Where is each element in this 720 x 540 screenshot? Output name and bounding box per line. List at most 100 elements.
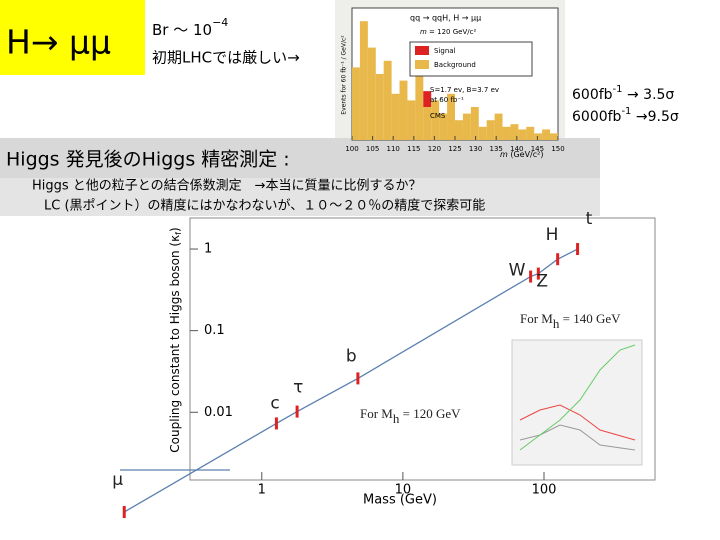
x-tick-label: 1 <box>258 483 266 498</box>
hist-bar <box>526 126 535 140</box>
hist-bar <box>375 74 384 140</box>
hist-tick-label: 150 <box>551 145 564 153</box>
hist-tick-label: 125 <box>448 145 461 153</box>
text-part: For M <box>360 406 393 421</box>
legend-label: Signal <box>434 47 456 55</box>
text-part: 600fb <box>572 87 613 103</box>
hist-bar <box>359 21 368 141</box>
hist-bar <box>407 100 416 140</box>
text-part: -1 <box>621 106 631 117</box>
coupling-point <box>295 405 299 418</box>
hist-tick-label: 130 <box>469 145 482 153</box>
text-part: f <box>174 232 183 235</box>
text-part: = 120 GeV <box>399 406 461 421</box>
section-title: Higgs 発見後のHiggs 精密測定 : <box>6 149 290 171</box>
hist-xlabel: m (GeV/c²) <box>500 150 543 159</box>
section-line: LC (黒ポイント）の精度にはかなわないが、１０～２０％の精度で探索可能 <box>44 198 485 214</box>
hist-process: qq → qqH, H → μμ <box>410 14 481 23</box>
hist-tick-label: 145 <box>531 145 544 153</box>
y-tick-label: 0.01 <box>204 405 233 420</box>
hist-bar <box>399 80 408 140</box>
hist-sb: S=1.7 ev, B=3.7 ev <box>430 86 499 94</box>
text-part: h <box>553 316 560 331</box>
text-part: -1 <box>613 84 623 95</box>
coupling-point <box>556 253 560 266</box>
hist-ylabel: Events for 60 fb⁻¹ / GeV/c² <box>341 35 348 115</box>
coupling-point <box>122 506 126 519</box>
x-axis-label: Mass (GeV) <box>363 493 437 508</box>
br-text: Br ～ 10−4 <box>152 16 228 39</box>
hist-bar-signal <box>423 91 432 107</box>
hist-bar <box>462 113 471 140</box>
hist-tick-label: 140 <box>510 145 523 153</box>
text-part: Coupling constant to Higgs boson (κ <box>168 235 182 453</box>
hist-bar <box>455 120 463 140</box>
inset-curve <box>519 344 636 451</box>
hist-tick-label: 120 <box>428 145 441 153</box>
y-axis-label: Coupling constant to Higgs boson (κf) <box>168 227 183 452</box>
hist-bar <box>367 47 376 140</box>
coupling-point <box>356 372 360 385</box>
y-tick-label: 1 <box>204 242 212 257</box>
hist-tick-label: 135 <box>490 145 503 153</box>
hist-bar <box>478 126 487 140</box>
hist-bar <box>550 133 558 140</box>
hist-bar <box>391 93 400 140</box>
text-part: m <box>420 28 427 36</box>
coupling-point <box>274 417 278 430</box>
hist-bar <box>352 67 360 140</box>
hist-mass: m = 120 GeV/c² <box>420 28 476 36</box>
text-part: h <box>393 411 400 426</box>
lumi-text: 600fb-1 → 3.5σ <box>572 84 674 103</box>
particle-label: Z <box>536 272 548 292</box>
text-part: = 120 GeV/c² <box>427 28 477 36</box>
hist-tick-label: 105 <box>366 145 379 153</box>
hist-bar <box>494 113 503 140</box>
legend-box <box>409 41 533 77</box>
hist-bar <box>423 107 432 140</box>
hist-bar <box>518 129 527 140</box>
mass-annotation: For Mh = 140 GeV <box>520 311 621 331</box>
legend-label: Background <box>434 61 476 69</box>
hist-bar <box>534 133 543 140</box>
hist-bar <box>470 107 479 140</box>
hist-bar <box>447 93 455 140</box>
x-tick-label: 10 <box>395 483 412 498</box>
text-part: (GeV/c²) <box>508 150 544 159</box>
hist-tick-label: 115 <box>407 145 420 153</box>
coupling-line <box>123 248 578 513</box>
particle-label: μ <box>112 470 123 490</box>
text-part: For M <box>520 311 553 326</box>
hist-exp: CMS <box>430 112 446 120</box>
hist-bar <box>502 126 511 140</box>
text-part: → 3.5σ <box>623 87 675 103</box>
slide-title: H→ μμ <box>6 23 111 62</box>
text-part: →9.5σ <box>631 109 678 125</box>
particle-label: H <box>546 225 559 245</box>
text-part: ) <box>168 227 182 232</box>
coupling-point <box>576 243 580 256</box>
y-tick-label: 0.1 <box>204 323 225 338</box>
plot-frame <box>189 217 656 481</box>
note-text: 初期LHCでは厳しい→ <box>152 49 300 67</box>
coupling-point <box>529 270 533 283</box>
hist-bar <box>415 74 424 140</box>
particle-label: τ <box>293 378 303 398</box>
section-line: Higgs と他の粒子との結合係数測定 →本当に質量に比例するか？ <box>32 179 422 194</box>
mass-annotation: For Mh = 120 GeV <box>360 406 461 426</box>
legend-swatch <box>415 60 429 69</box>
inset-curve <box>519 424 636 451</box>
hist-bar <box>486 120 495 140</box>
hist-bar <box>439 113 448 140</box>
section-band <box>0 178 600 216</box>
hist-bar <box>431 100 440 140</box>
text-part: = 140 GeV <box>559 311 621 326</box>
particle-label: W <box>509 261 526 281</box>
text-part: 6000fb <box>572 109 622 125</box>
x-tick-label: 100 <box>532 483 557 498</box>
legend-swatch <box>415 46 429 55</box>
particle-label: c <box>270 393 279 413</box>
particle-label: b <box>346 346 357 366</box>
hist-tick-label: 100 <box>345 145 358 153</box>
